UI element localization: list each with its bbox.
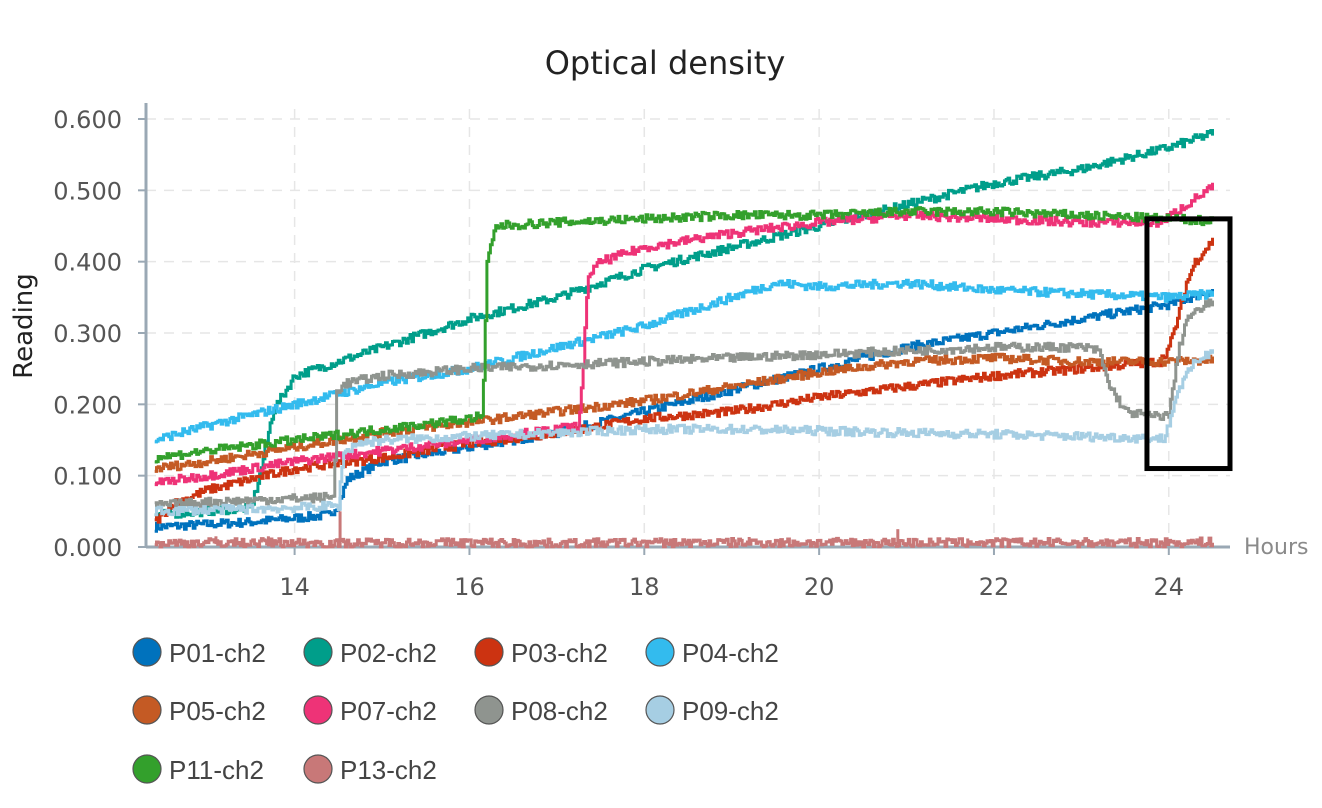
chart-title: Optical density [545, 44, 786, 82]
legend-swatch [132, 754, 162, 784]
y-tick-label: 0.600 [53, 106, 122, 134]
grid-lines [146, 109, 1230, 548]
x-tick-label: 24 [1154, 573, 1185, 601]
x-tick-label: 20 [804, 573, 835, 601]
y-axis: 0.000 0.100 0.200 0.300 0.400 0.500 0.600 [53, 103, 148, 562]
y-tick-label: 0.200 [53, 391, 122, 419]
legend-item-P13-ch2: P13-ch2 [303, 754, 437, 785]
series-lines [154, 129, 1214, 549]
y-tick-label: 0.400 [53, 249, 122, 277]
y-tick-label: 0.000 [53, 534, 122, 562]
series-line-P01-ch2 [154, 289, 1214, 533]
series-line-P05-ch2 [154, 352, 1214, 473]
legend-label: P11-ch2 [169, 755, 264, 785]
legend-item-P05-ch2: P05-ch2 [132, 695, 266, 726]
legend-swatch [645, 695, 675, 725]
highlight-box [1144, 216, 1233, 472]
legend-item-P03-ch2: P03-ch2 [474, 637, 608, 668]
legend-swatch [132, 695, 162, 725]
y-tick-label: 0.500 [53, 177, 122, 205]
legend-label: P08-ch2 [511, 696, 608, 726]
x-axis-label: Hours [1244, 535, 1308, 560]
legend-item-P09-ch2: P09-ch2 [645, 695, 779, 726]
series-line-P03-ch2 [154, 237, 1214, 524]
x-tick-label: 18 [629, 573, 660, 601]
legend-swatch [303, 754, 333, 784]
legend-label: P05-ch2 [169, 696, 266, 726]
legend-item-P07-ch2: P07-ch2 [303, 695, 437, 726]
legend-swatch [303, 695, 333, 725]
series-line-P13-ch2 [154, 536, 1214, 549]
series-line-P11-ch2 [154, 206, 1214, 464]
legend-label: P09-ch2 [682, 696, 779, 726]
legend-item-P11-ch2: P11-ch2 [132, 754, 264, 785]
x-axis: 14 16 18 20 22 24 [146, 545, 1230, 601]
legend-swatch [474, 637, 504, 667]
series-line-P09-ch2 [154, 349, 1214, 517]
legend-item-P08-ch2: P08-ch2 [474, 695, 608, 726]
x-tick-label: 22 [979, 573, 1010, 601]
x-tick-label: 16 [454, 573, 485, 601]
legend-label: P07-ch2 [340, 696, 437, 726]
y-tick-label: 0.300 [53, 320, 122, 348]
series-line-P04-ch2 [154, 278, 1214, 444]
legend-swatch [474, 695, 504, 725]
legend: P01-ch2 P02-ch2 P03-ch2 P04-ch2 P05-ch2 P07-c… [132, 637, 779, 785]
legend-item-P04-ch2: P04-ch2 [645, 637, 779, 668]
legend-item-P01-ch2: P01-ch2 [132, 637, 266, 668]
y-tick-label: 0.100 [53, 463, 122, 491]
legend-label: P01-ch2 [169, 638, 266, 668]
legend-item-P02-ch2: P02-ch2 [303, 637, 437, 668]
legend-swatch [132, 637, 162, 667]
y-axis-label: Reading [9, 273, 39, 379]
legend-label: P03-ch2 [511, 638, 608, 668]
series-line-P07-ch2 [154, 182, 1214, 487]
legend-label: P13-ch2 [340, 755, 437, 785]
series-line-P08-ch2 [154, 298, 1214, 510]
legend-label: P02-ch2 [340, 638, 437, 668]
legend-label: P04-ch2 [682, 638, 779, 668]
legend-swatch [303, 637, 333, 667]
series-line-P02-ch2 [154, 129, 1214, 519]
x-tick-label: 14 [279, 573, 310, 601]
legend-swatch [645, 637, 675, 667]
